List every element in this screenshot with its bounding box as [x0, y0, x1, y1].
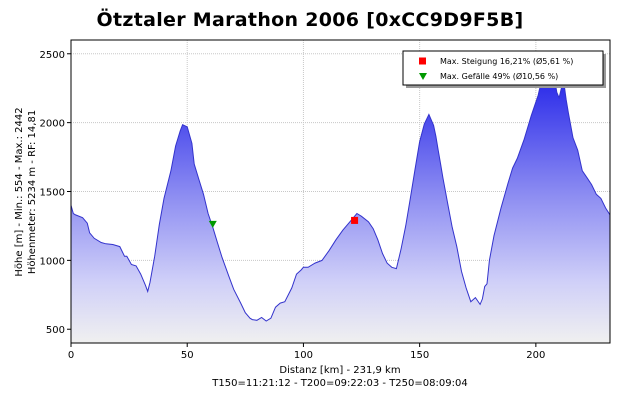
x-tick-label: 50	[181, 350, 194, 361]
x-tick-label: 0	[68, 350, 74, 361]
legend-marker-gefaelle	[419, 73, 427, 80]
legend-label: Max. Steigung 16,21% (Ø5,61 %)	[440, 56, 573, 66]
y-tick-label: 500	[46, 325, 65, 336]
elevation-area	[71, 62, 610, 343]
y-tick-label: 1000	[40, 256, 65, 267]
y-tick-label: 2000	[40, 119, 65, 130]
y-axis-label-line1: Höhe [m] - Min.: 554 - Max.: 2442	[14, 107, 25, 276]
marker-max-gefaelle	[208, 220, 217, 228]
legend-marker-steigung	[419, 57, 426, 65]
y-tick-label: 1500	[40, 188, 65, 199]
y-axis-label-line2: Höhenmeter: 5234 m - RF: 14,81	[27, 110, 38, 274]
axis-ticks: 0 50 100 150 200 500 1000 1500 2000 2500	[40, 50, 546, 361]
chart-title: Ötztaler Marathon 2006 [0xCC9D9F5B]	[96, 9, 524, 31]
markers	[208, 216, 359, 228]
footer-times: T150=11:21:12 - T200=09:22:03 - T250=08:…	[211, 378, 467, 389]
x-tick-label: 150	[410, 350, 429, 361]
x-axis-label: Distanz [km] - 231,9 km	[279, 365, 400, 376]
x-tick-label: 100	[294, 350, 313, 361]
y-tick-label: 2500	[40, 50, 65, 61]
legend: Max. Steigung 16,21% (Ø5,61 %) Max. Gefäl…	[402, 50, 606, 88]
legend-label: Max. Gefälle 49% (Ø10,56 %)	[440, 71, 558, 81]
marker-max-steigung	[351, 216, 359, 224]
x-tick-label: 200	[526, 350, 545, 361]
legend-box	[402, 50, 604, 86]
